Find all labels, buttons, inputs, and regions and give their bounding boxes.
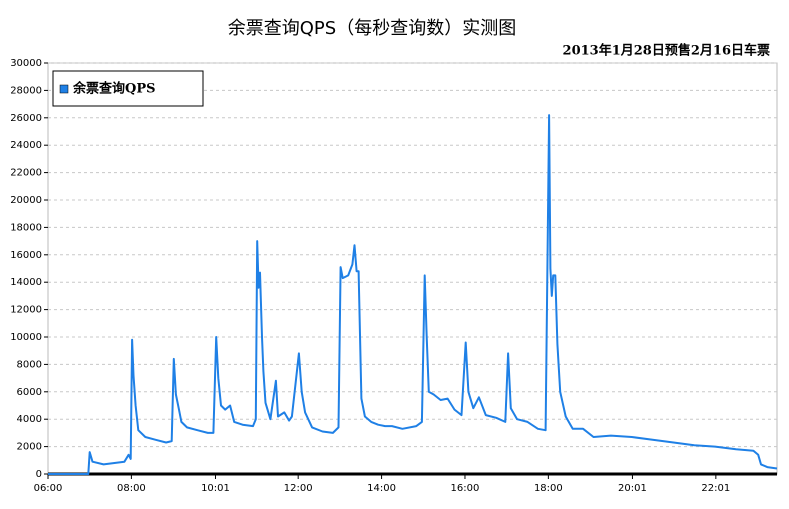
chart-subtitle: 2013年1月28日预售2月16日车票 <box>563 43 770 59</box>
y-tick-label: 8000 <box>17 359 42 370</box>
y-tick-label: 26000 <box>10 113 42 124</box>
y-tick-label: 18000 <box>10 222 42 233</box>
legend-swatch <box>59 84 69 94</box>
chart-title: 余票查询QPS（每秒查询数）实测图 <box>228 18 516 39</box>
y-tick-label: 10000 <box>10 332 42 343</box>
y-tick-label: 30000 <box>10 58 42 69</box>
x-tick-label: 12:00 <box>284 483 313 494</box>
x-tick-label: 18:00 <box>534 483 563 494</box>
y-tick-label: 20000 <box>10 195 42 206</box>
y-tick-label: 2000 <box>17 442 42 453</box>
x-tick-label: 14:00 <box>367 483 396 494</box>
x-tick-label: 16:00 <box>451 483 480 494</box>
y-tick-label: 0 <box>36 469 42 480</box>
x-tick-label: 08:00 <box>117 483 146 494</box>
y-tick-label: 22000 <box>10 168 42 179</box>
y-tick-label: 24000 <box>10 140 42 151</box>
x-tick-label: 22:01 <box>701 483 730 494</box>
y-tick-label: 14000 <box>10 277 42 288</box>
data-line <box>48 114 778 475</box>
y-tick-label: 16000 <box>10 250 42 261</box>
x-tick-label: 06:00 <box>34 483 63 494</box>
y-tick-label: 12000 <box>10 305 42 316</box>
y-tick-label: 6000 <box>17 387 42 398</box>
x-tick-label: 20:01 <box>618 483 647 494</box>
legend-label: 余票查询QPS <box>72 81 156 97</box>
y-tick-label: 28000 <box>10 85 42 96</box>
x-tick-label: 10:01 <box>201 483 230 494</box>
legend-box <box>52 70 204 107</box>
y-tick-label: 4000 <box>17 414 42 425</box>
